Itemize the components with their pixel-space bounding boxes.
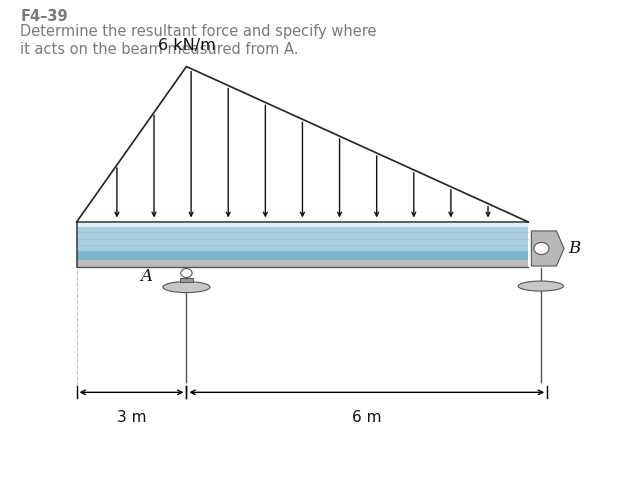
Text: F4–39: F4–39	[20, 9, 68, 24]
Polygon shape	[77, 251, 529, 260]
Text: it acts on the beam measured from A.: it acts on the beam measured from A.	[20, 42, 299, 57]
Circle shape	[181, 269, 192, 278]
Ellipse shape	[518, 281, 563, 291]
Polygon shape	[77, 260, 529, 267]
Text: 3 m: 3 m	[117, 410, 146, 425]
Polygon shape	[77, 227, 529, 251]
Text: 6 kN/m: 6 kN/m	[158, 37, 215, 52]
Circle shape	[534, 242, 549, 255]
Polygon shape	[77, 222, 529, 227]
Text: B: B	[568, 240, 581, 257]
Text: 6 m: 6 m	[352, 410, 382, 425]
Text: Determine the resultant force and specify where: Determine the resultant force and specif…	[20, 24, 377, 39]
Polygon shape	[531, 231, 564, 266]
Ellipse shape	[163, 282, 210, 293]
Polygon shape	[180, 278, 193, 282]
Text: A: A	[140, 268, 152, 285]
